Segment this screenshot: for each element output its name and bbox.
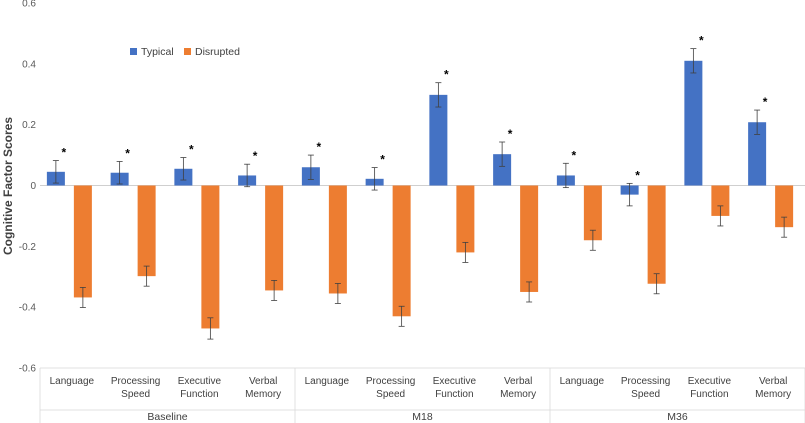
bar-disrupted bbox=[328, 185, 347, 294]
bar-disrupted bbox=[647, 185, 666, 284]
error-bar-disrupted bbox=[717, 205, 724, 227]
error-bar-disrupted bbox=[781, 216, 788, 238]
x-category-label: Verbal bbox=[249, 376, 277, 387]
x-axis: Language Processing Speed Executive Function… bbox=[39, 367, 805, 423]
x-category-label: Processing bbox=[111, 376, 160, 387]
x-category-label: Executive bbox=[178, 376, 222, 387]
bar-disrupted bbox=[392, 185, 411, 317]
x-category-label: Language bbox=[560, 376, 605, 387]
legend-label-typical: Typical bbox=[141, 46, 174, 58]
bar-typical bbox=[748, 122, 767, 186]
x-category-label: Verbal bbox=[504, 376, 532, 387]
x-category-label: Verbal bbox=[759, 376, 787, 387]
bar-disrupted bbox=[583, 185, 602, 241]
y-tick-labels: -0.6 -0.4 -0.2 0 0.2 0.4 0.6 bbox=[19, 0, 37, 375]
significance-star: * bbox=[125, 146, 130, 160]
x-category-label: Processing bbox=[621, 376, 670, 387]
x-group-label: M18 bbox=[412, 411, 433, 423]
x-category-label: Function bbox=[435, 389, 473, 400]
bar-disrupted bbox=[265, 185, 284, 291]
bar-disrupted bbox=[201, 185, 220, 329]
error-bar-typical bbox=[52, 160, 59, 184]
bar-typical bbox=[493, 154, 512, 186]
error-bar-disrupted bbox=[207, 317, 214, 340]
x-category-label: Speed bbox=[376, 389, 405, 400]
bar-disrupted bbox=[775, 185, 794, 228]
error-bar-disrupted bbox=[462, 241, 469, 263]
error-bar-typical bbox=[562, 162, 569, 189]
significance-star: * bbox=[62, 146, 67, 160]
bar-disrupted bbox=[520, 185, 539, 292]
y-tick-label: 0.6 bbox=[22, 0, 36, 10]
y-tick-label: 0 bbox=[30, 181, 36, 192]
y-tick-label: 0.4 bbox=[22, 59, 36, 70]
legend-swatch-typical bbox=[130, 48, 137, 55]
y-tick-label: -0.6 bbox=[19, 364, 37, 375]
error-bar-disrupted bbox=[79, 286, 86, 308]
significance-star: * bbox=[444, 68, 449, 82]
error-bar-disrupted bbox=[334, 283, 341, 304]
y-tick-label: -0.4 bbox=[19, 303, 37, 314]
error-bar-disrupted bbox=[589, 229, 596, 251]
error-bars bbox=[52, 48, 788, 340]
error-bar-typical bbox=[307, 154, 314, 180]
bar-disrupted bbox=[711, 185, 730, 216]
significance-star: * bbox=[508, 127, 513, 141]
legend-swatch-disrupted bbox=[184, 48, 191, 55]
x-category-label: Function bbox=[180, 389, 218, 400]
error-bar-disrupted bbox=[526, 281, 533, 303]
error-bar-typical bbox=[754, 109, 761, 135]
x-category-label: Function bbox=[690, 389, 728, 400]
bar-typical bbox=[429, 94, 448, 186]
error-bar-typical bbox=[690, 48, 697, 74]
x-category-label: Executive bbox=[688, 376, 732, 387]
x-category-label: Memory bbox=[500, 389, 536, 400]
significance-star: * bbox=[763, 95, 768, 109]
error-bar-disrupted bbox=[271, 279, 278, 301]
x-group-label: M36 bbox=[667, 411, 688, 423]
y-axis-label: Cognitive Factor Scores bbox=[1, 117, 15, 255]
bar-disrupted bbox=[137, 185, 156, 277]
error-bar-disrupted bbox=[653, 273, 660, 295]
x-category-label: Memory bbox=[755, 389, 791, 400]
error-bar-typical bbox=[244, 163, 251, 188]
significance-star: * bbox=[635, 168, 640, 182]
legend: Typical Disrupted bbox=[130, 46, 240, 58]
x-category-label: Language bbox=[305, 376, 350, 387]
error-bar-typical bbox=[435, 82, 442, 108]
significance-star: * bbox=[253, 149, 258, 163]
x-group-label: Baseline bbox=[147, 411, 187, 423]
legend-label-disrupted: Disrupted bbox=[195, 46, 240, 58]
x-category-label: Processing bbox=[366, 376, 415, 387]
error-bar-typical bbox=[499, 141, 506, 167]
bar-disrupted bbox=[73, 185, 92, 298]
significance-star: * bbox=[317, 140, 322, 154]
error-bar-typical bbox=[116, 161, 123, 185]
significance-markers: * * * * * * * * * * * * bbox=[62, 34, 768, 183]
x-category-label: Language bbox=[50, 376, 95, 387]
x-category-label: Executive bbox=[433, 376, 477, 387]
error-bar-typical bbox=[626, 182, 633, 207]
x-category-label: Speed bbox=[631, 389, 660, 400]
bar-disrupted bbox=[456, 185, 475, 253]
significance-star: * bbox=[699, 34, 704, 48]
significance-star: * bbox=[189, 143, 194, 157]
error-bar-disrupted bbox=[398, 305, 405, 327]
significance-star: * bbox=[380, 153, 385, 167]
bars bbox=[46, 60, 794, 329]
x-category-label: Memory bbox=[245, 389, 281, 400]
bar-typical bbox=[684, 60, 703, 186]
x-category-label: Speed bbox=[121, 389, 150, 400]
error-bar-typical bbox=[180, 157, 187, 181]
significance-star: * bbox=[572, 148, 577, 162]
error-bar-disrupted bbox=[143, 265, 150, 287]
y-tick-label: 0.2 bbox=[22, 120, 36, 131]
error-bar-typical bbox=[371, 167, 378, 191]
y-tick-label: -0.2 bbox=[19, 242, 37, 253]
